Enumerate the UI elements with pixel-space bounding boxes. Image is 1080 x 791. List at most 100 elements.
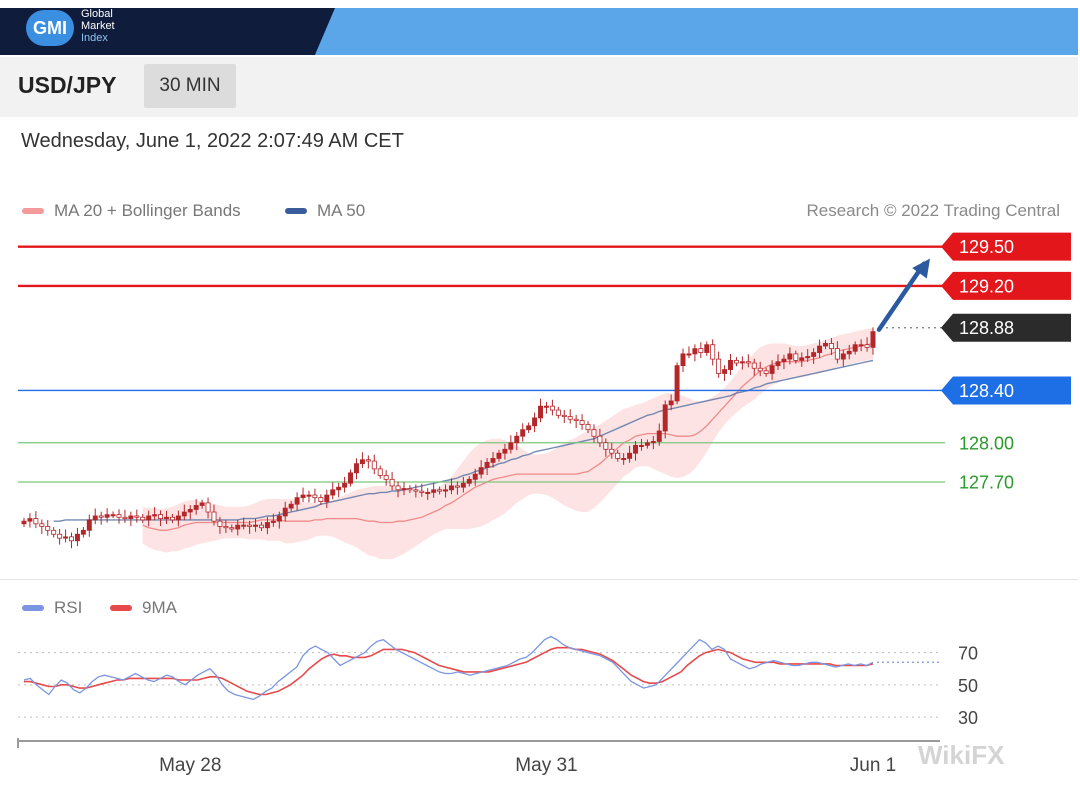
candle-body	[63, 536, 69, 539]
candle-body	[288, 503, 294, 509]
candle-body	[235, 524, 241, 530]
candle-body	[336, 486, 342, 491]
candle-body	[98, 515, 104, 518]
candle-body	[205, 502, 211, 513]
candle-body	[413, 489, 419, 492]
candle-body	[169, 516, 175, 521]
legend-rsi-ma-label: 9MA	[142, 598, 177, 617]
logo-wordmark: Global Market Index	[81, 8, 115, 44]
instrument-pair: USD/JPY	[18, 72, 117, 98]
candle-body	[33, 518, 39, 525]
candle-body	[318, 497, 324, 502]
candle-body	[745, 361, 751, 364]
candle-body	[680, 353, 686, 367]
candle-body	[348, 472, 354, 484]
time-label: May 31	[515, 755, 577, 776]
level-label-128.00: 128.00	[959, 433, 1014, 453]
candle-body	[846, 350, 852, 355]
candle-body	[223, 526, 229, 529]
candle-body	[864, 344, 870, 348]
candle-body	[425, 492, 431, 495]
candle-body	[532, 417, 538, 427]
candle-body	[674, 365, 680, 402]
candle-body	[454, 485, 460, 488]
candle-body	[241, 524, 247, 527]
candle-body	[270, 520, 276, 523]
candle-body	[615, 452, 621, 459]
candle-body	[276, 515, 282, 522]
level-label-128.40: 128.40	[959, 381, 1014, 401]
candle-body	[199, 502, 205, 506]
candle-body	[520, 429, 526, 437]
candle-body	[633, 444, 638, 454]
legend-rsi-ma: 9MA	[110, 598, 177, 618]
candle-body	[609, 448, 615, 454]
legend-ma50-swatch	[285, 208, 307, 214]
candle-body	[823, 343, 828, 347]
research-credit: Research © 2022 Trading Central	[806, 201, 1061, 220]
candle-body	[211, 511, 217, 522]
candle-body	[69, 536, 74, 542]
candle-body	[128, 515, 134, 519]
candle-body	[92, 515, 98, 521]
candle-body	[781, 358, 787, 363]
candle-body	[852, 344, 858, 352]
candle-body	[621, 458, 627, 461]
legend-ma20-swatch	[22, 208, 44, 214]
candle-body	[466, 478, 472, 484]
candle-body	[787, 353, 793, 360]
candle-body	[448, 485, 454, 491]
level-label-129.50: 129.50	[959, 237, 1014, 257]
candle-body	[555, 409, 561, 416]
candle-body	[146, 515, 152, 521]
candle-body	[175, 515, 181, 521]
gmi-logo[interactable]: GMI	[26, 10, 74, 46]
candle-body	[39, 523, 45, 527]
candle-body	[508, 442, 514, 450]
candle-body	[627, 452, 633, 459]
candle-body	[383, 475, 389, 480]
candle-body	[407, 488, 413, 491]
candle-body	[389, 478, 395, 487]
candle-body	[312, 494, 318, 499]
level-label-129.20: 129.20	[959, 276, 1014, 296]
candle-body	[27, 518, 33, 522]
candle-body	[870, 331, 876, 348]
candle-body	[567, 416, 573, 420]
candle-body	[799, 357, 805, 361]
candle-body	[579, 420, 585, 425]
candle-body	[300, 494, 306, 499]
panel-separator	[0, 579, 1078, 580]
forecast-arrow-shaft	[876, 261, 927, 332]
legend-ma50: MA 50	[285, 201, 365, 221]
candle-body	[490, 458, 496, 463]
candle-body	[443, 489, 449, 492]
rsi-ma-line	[24, 646, 874, 696]
candle-body	[757, 367, 763, 372]
candle-body	[710, 344, 716, 360]
candle-body	[858, 344, 864, 347]
candle-body	[353, 463, 359, 474]
legend-ma50-label: MA 50	[317, 201, 366, 220]
candle-body	[656, 430, 662, 442]
candle-body	[419, 490, 425, 493]
candle-body	[21, 520, 27, 525]
timeframe-button[interactable]: 30 MIN	[144, 64, 236, 108]
candle-body	[431, 489, 437, 493]
candle-body	[716, 358, 722, 374]
candle-body	[668, 400, 674, 406]
candle-body	[324, 494, 330, 502]
candle-body	[110, 514, 116, 517]
candle-body	[134, 515, 140, 518]
candle-body	[164, 516, 169, 519]
rsi-tick-50: 50	[958, 676, 978, 696]
candle-body	[247, 524, 253, 527]
level-tag-128.40	[941, 376, 1071, 405]
time-label: May 28	[159, 755, 221, 776]
candle-body	[650, 441, 656, 444]
candle-body	[722, 369, 728, 374]
candle-body	[543, 405, 549, 408]
chart-timestamp: Wednesday, June 1, 2022 2:07:49 AM CET	[21, 130, 404, 152]
candle-body	[549, 405, 555, 411]
